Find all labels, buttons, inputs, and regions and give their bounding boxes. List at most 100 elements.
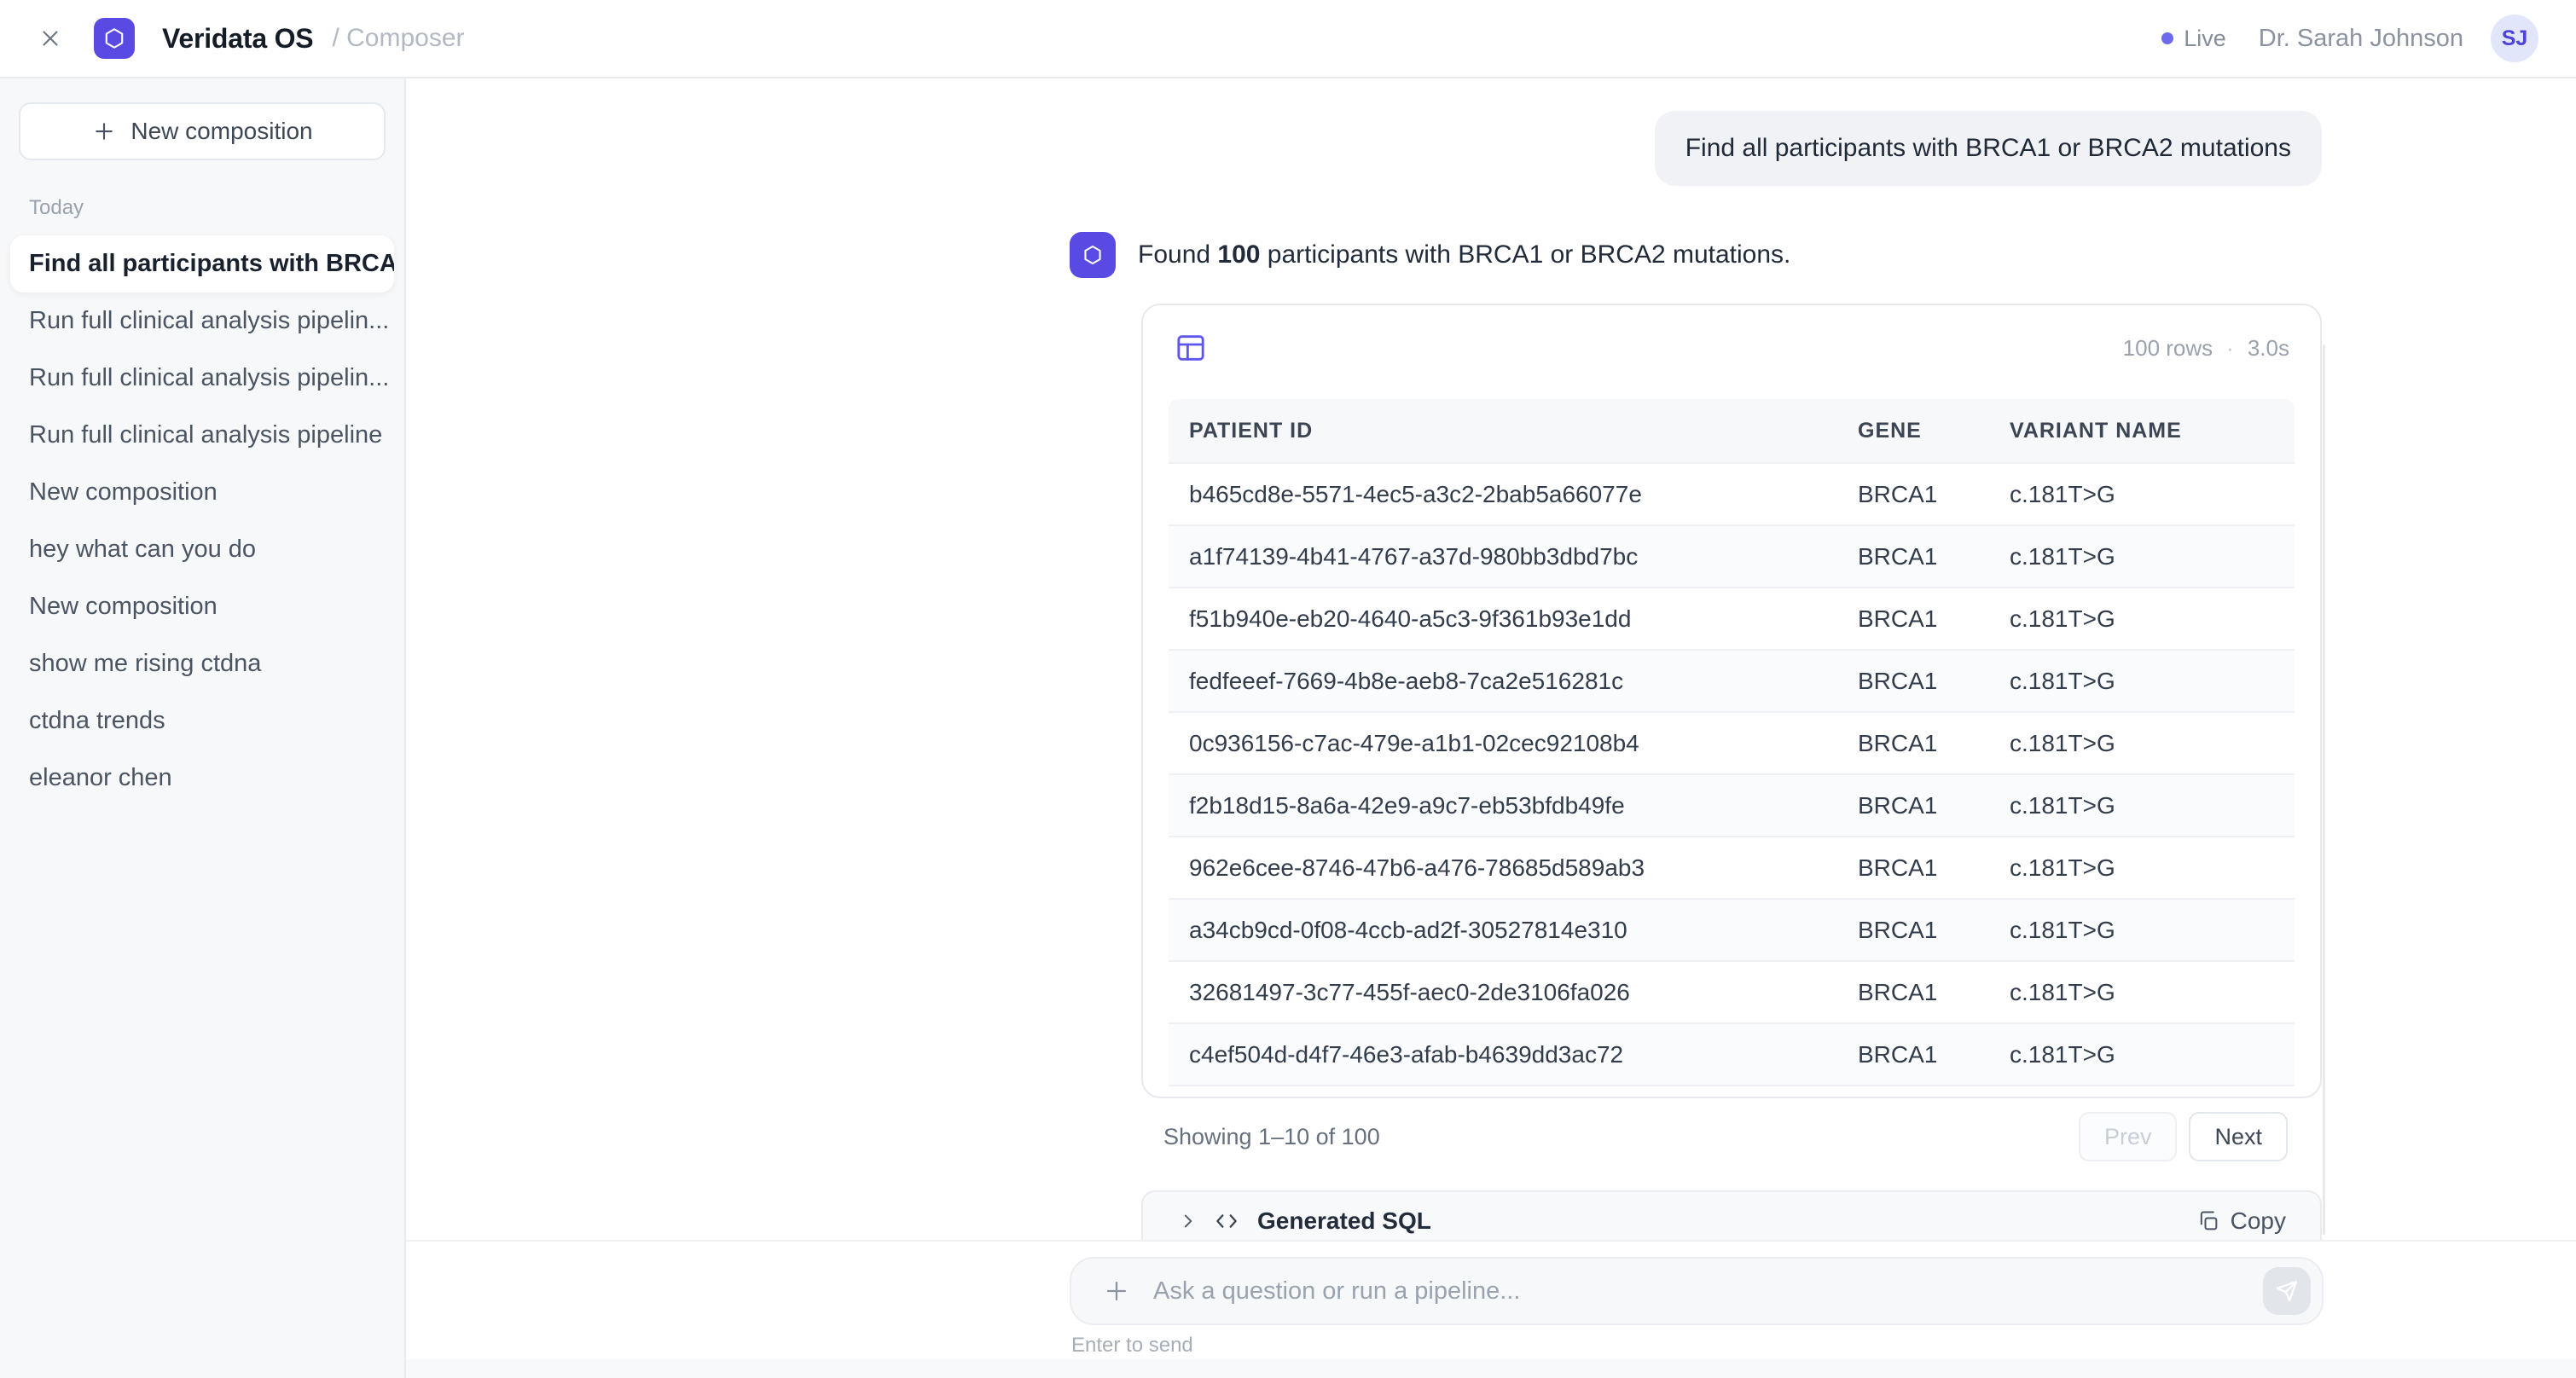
- new-composition-label: New composition: [131, 118, 313, 144]
- query-time: 3.0s: [2247, 334, 2289, 361]
- close-icon: [43, 31, 58, 46]
- main-area: Find all participants with BRCA1 or BRCA…: [406, 78, 2576, 1378]
- table-cell: BRCA1: [1858, 916, 1938, 943]
- table-cell: c4ef504d-d4f7-46e3-afab-b4639dd3ac72: [1189, 1040, 1624, 1068]
- close-button[interactable]: [38, 26, 63, 51]
- table-row: f51b940e-eb20-4640-a5c3-9f361b93e1dd BRCA…: [1169, 587, 2295, 649]
- table-cell: c.181T>G: [2010, 1040, 2115, 1068]
- assistant-message: Found 100 participants with BRCA1 or BRC…: [1138, 240, 1790, 269]
- attach-button[interactable]: [1102, 1277, 1131, 1306]
- table-cell: f51b940e-eb20-4640-a5c3-9f361b93e1dd: [1189, 605, 1632, 632]
- table-row: 0c936156-c7ac-479e-a1b1-02cec92108b4 BRCA…: [1169, 711, 2295, 773]
- composer: Enter to send: [406, 1240, 2576, 1378]
- table-cell: b465cd8e-5571-4ec5-a3c2-2bab5a66077e: [1189, 480, 1642, 507]
- assistant-message-prefix: Found: [1138, 240, 1218, 269]
- table-cell: BRCA1: [1858, 605, 1938, 632]
- sidebar-item[interactable]: Run full clinical analysis pipelin...: [29, 364, 390, 391]
- table-cell: 0c936156-c7ac-479e-a1b1-02cec92108b4: [1189, 729, 1639, 756]
- code-icon: [1216, 1214, 1237, 1228]
- table-icon: [1177, 335, 1204, 361]
- breadcrumb: / Composer: [332, 24, 465, 52]
- table-cell: c.181T>G: [2010, 480, 2115, 507]
- sidebar-item[interactable]: show me rising ctdna: [29, 650, 262, 677]
- live-dot-icon: [2161, 32, 2174, 44]
- user-name: Dr. Sarah Johnson: [2258, 24, 2463, 52]
- copy-label: Copy: [2230, 1207, 2286, 1234]
- table-cell: a34cb9cd-0f08-4ccb-ad2f-30527814e310: [1189, 916, 1627, 943]
- prev-button[interactable]: Prev: [2078, 1112, 2178, 1161]
- chat-thread: Find all participants with BRCA1 or BRCA…: [1070, 78, 2322, 1252]
- table-cell: BRCA1: [1858, 542, 1938, 570]
- sidebar-item[interactable]: ctdna trends: [29, 707, 165, 734]
- copy-icon: [2200, 1211, 2217, 1230]
- send-hint: Enter to send: [1071, 1334, 1193, 1357]
- avatar[interactable]: SJ: [2491, 14, 2538, 62]
- table-cell: 962e6cee-8746-47b6-a476-78685d589ab3: [1189, 854, 1645, 881]
- sidebar-item[interactable]: Run full clinical analysis pipeline: [29, 421, 383, 449]
- plus-icon: [96, 123, 113, 140]
- table-cell: c.181T>G: [2010, 791, 2115, 819]
- user-message-bubble: Find all participants with BRCA1 or BRCA…: [1654, 111, 2322, 186]
- table-row: a1f74139-4b41-4767-a37d-980bb3dbd7bc BRCA…: [1169, 524, 2295, 587]
- column-header: VARIANT NAME: [2010, 418, 2182, 443]
- table-cell: BRCA1: [1858, 791, 1938, 819]
- table-cell: BRCA1: [1858, 1040, 1938, 1068]
- assistant-count: 100: [1217, 240, 1261, 269]
- plus-icon: [1106, 1281, 1127, 1301]
- sidebar-item[interactable]: Run full clinical analysis pipelin...: [29, 307, 390, 334]
- table-row: f2b18d15-8a6a-42e9-a9c7-eb53bfdb49fe BRCA…: [1169, 773, 2295, 836]
- table-cell: c.181T>G: [2010, 916, 2115, 943]
- table-cell: BRCA1: [1858, 978, 1938, 1005]
- live-label: Live: [2184, 25, 2226, 51]
- row-count: 100 rows: [2122, 334, 2213, 361]
- table-cell: BRCA1: [1858, 667, 1938, 694]
- results-table: PATIENT ID GENE VARIANT NAME b465cd8e-5571…: [1169, 399, 2295, 1086]
- sidebar-item[interactable]: eleanor chen: [29, 764, 172, 791]
- table-cell: c.181T>G: [2010, 542, 2115, 570]
- new-composition-button[interactable]: New composition: [19, 102, 386, 160]
- conversation-list: Find all participants with BRCA... Run fu…: [10, 235, 394, 807]
- assistant-message-suffix: participants with BRCA1 or BRCA2 mutatio…: [1260, 240, 1791, 269]
- sidebar-section-label: Today: [29, 196, 84, 219]
- app-title: Veridata OS: [162, 22, 314, 54]
- pagination-summary: Showing 1–10 of 100: [1163, 1123, 1380, 1149]
- table-cell: f2b18d15-8a6a-42e9-a9c7-eb53bfdb49fe: [1189, 791, 1625, 819]
- generated-sql-label: Generated SQL: [1257, 1207, 1431, 1234]
- sidebar-item[interactable]: New composition: [29, 478, 218, 506]
- column-header: PATIENT ID: [1189, 418, 1314, 443]
- table-row: 32681497-3c77-455f-aec0-2de3106fa026 BRCA…: [1169, 960, 2295, 1022]
- sidebar-item[interactable]: New composition: [29, 593, 218, 620]
- send-button[interactable]: [2263, 1267, 2311, 1315]
- table-cell: c.181T>G: [2010, 729, 2115, 756]
- table-body: b465cd8e-5571-4ec5-a3c2-2bab5a66077e BRCA…: [1169, 462, 2295, 1086]
- table-cell: fedfeeef-7669-4b8e-aeb8-7ca2e516281c: [1189, 667, 1624, 694]
- table-cell: BRCA1: [1858, 729, 1938, 756]
- table-cell: BRCA1: [1858, 854, 1938, 881]
- table-cell: c.181T>G: [2010, 854, 2115, 881]
- chevron-right-icon: [1184, 1214, 1192, 1228]
- pagination: Showing 1–10 of 100 Prev Next: [1141, 1112, 2322, 1161]
- bottom-strip: [406, 1359, 2576, 1378]
- chat-scrollbar[interactable]: [2323, 344, 2325, 1235]
- next-button[interactable]: Next: [2189, 1112, 2288, 1161]
- table-header-row: PATIENT ID GENE VARIANT NAME: [1169, 399, 2295, 462]
- topbar: Veridata OS / Composer Live Dr. Sarah Jo…: [0, 0, 2576, 78]
- result-meta: 100 rows · 3.0s: [2123, 335, 2289, 362]
- table-row: 962e6cee-8746-47b6-a476-78685d589ab3 BRCA…: [1169, 836, 2295, 898]
- table-row: fedfeeef-7669-4b8e-aeb8-7ca2e516281c BRCA…: [1169, 649, 2295, 711]
- sidebar-item[interactable]: Find all participants with BRCA...: [10, 235, 394, 292]
- message-input-bar[interactable]: [1070, 1257, 2324, 1325]
- column-header: GENE: [1858, 418, 1922, 443]
- assistant-avatar-icon: [1070, 232, 1116, 278]
- sidebar-item[interactable]: hey what can you do: [29, 536, 257, 563]
- sidebar: New composition Today Find all participa…: [0, 78, 406, 1378]
- table-cell: c.181T>G: [2010, 605, 2115, 632]
- result-table-card: 100 rows · 3.0s PATIENT ID GENE VARIANT NA…: [1141, 304, 2322, 1098]
- table-cell: c.181T>G: [2010, 978, 2115, 1005]
- copy-sql-button[interactable]: Copy: [2191, 1207, 2291, 1236]
- table-cell: a1f74139-4b41-4767-a37d-980bb3dbd7bc: [1189, 542, 1639, 570]
- table-row: c4ef504d-d4f7-46e3-afab-b4639dd3ac72 BRCA…: [1169, 1022, 2295, 1085]
- send-icon: [2276, 1280, 2298, 1302]
- message-input[interactable]: [1152, 1276, 2263, 1306]
